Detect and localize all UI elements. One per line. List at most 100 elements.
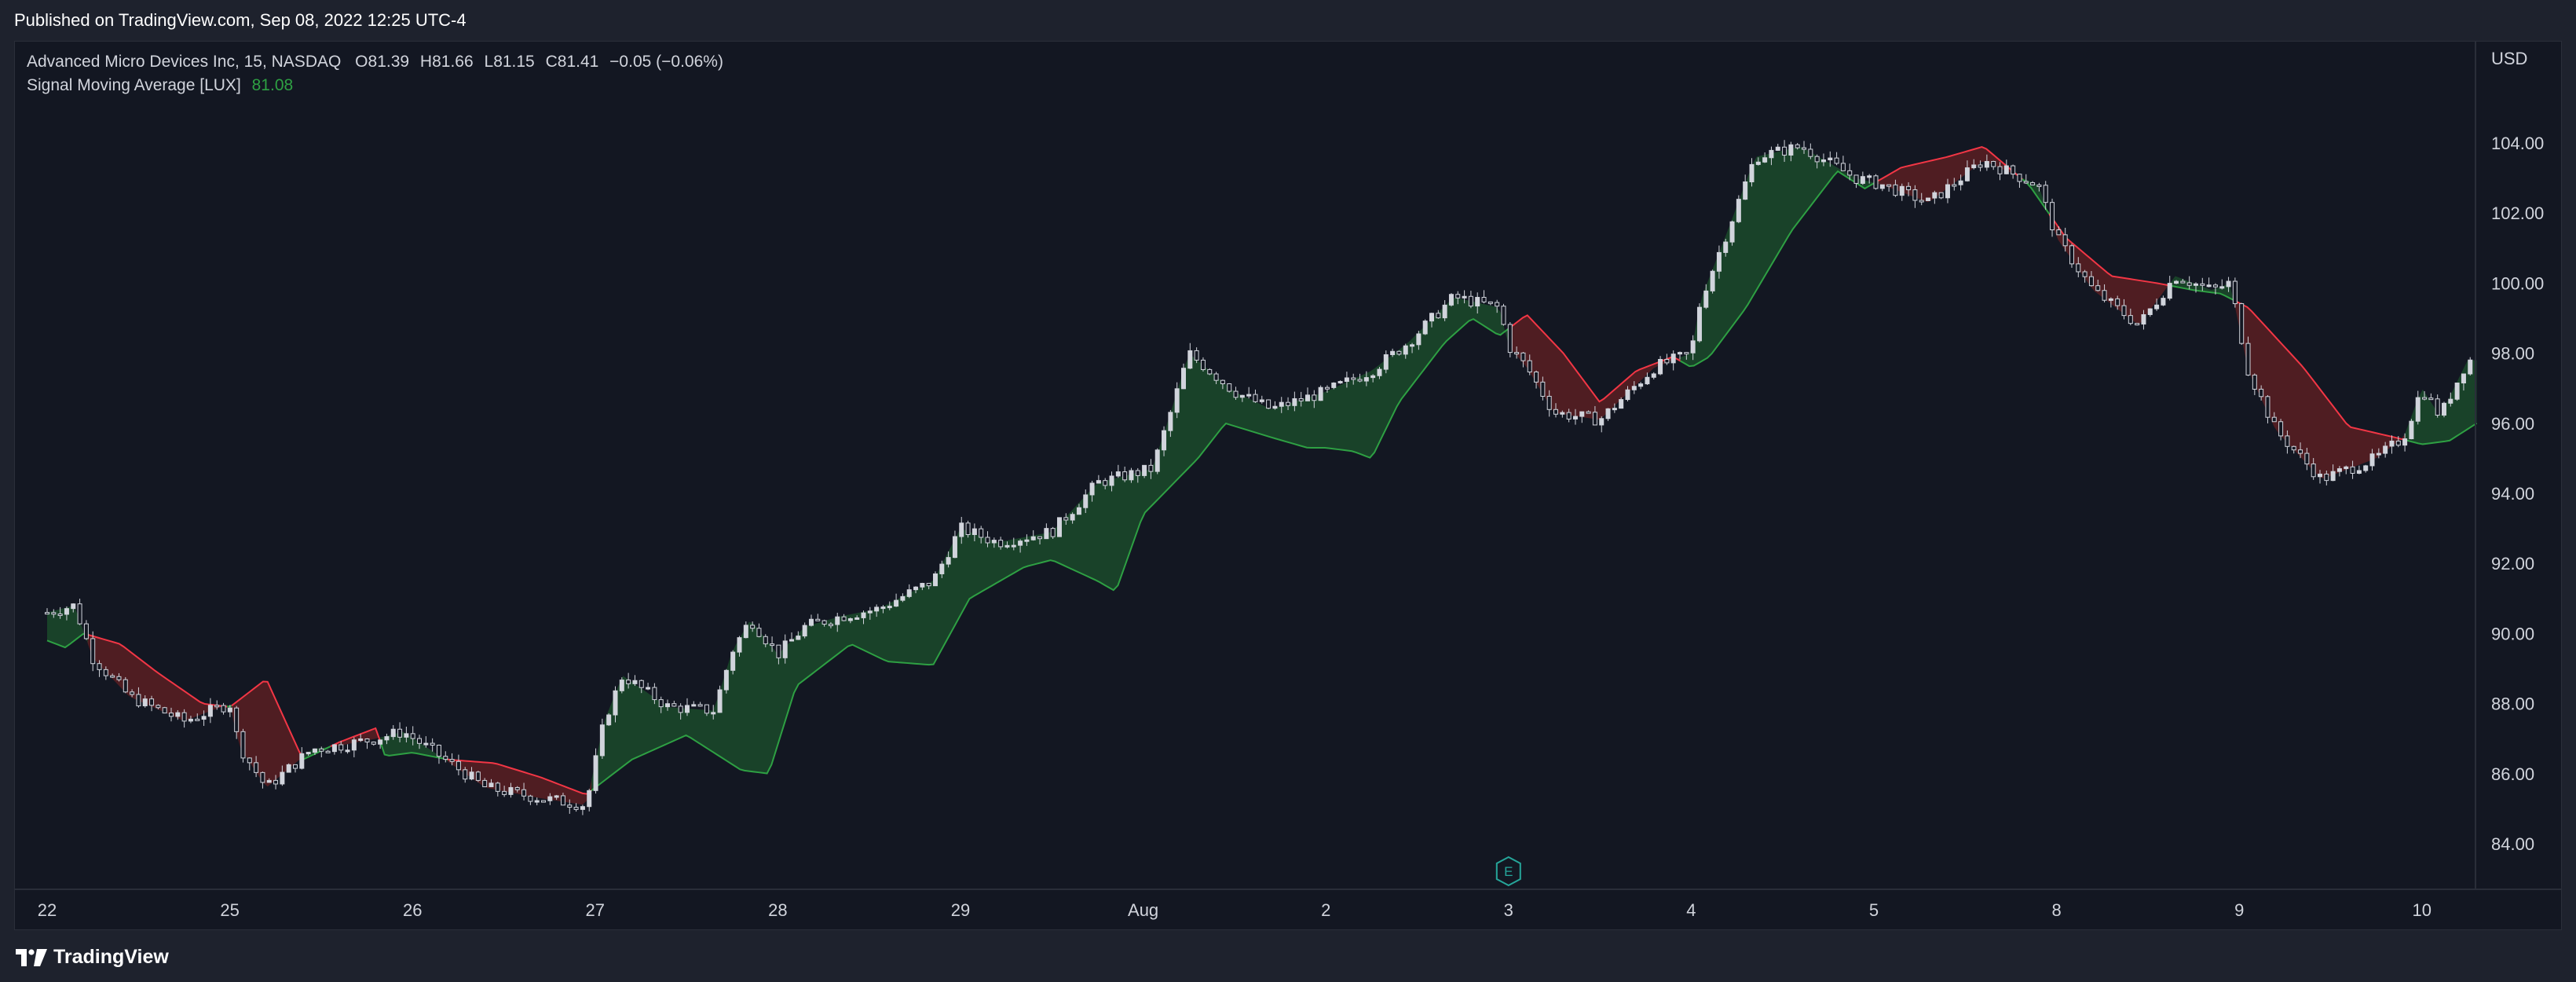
candle-body xyxy=(1873,175,1879,189)
time-tick-label: 28 xyxy=(768,900,787,920)
signal-fill-region xyxy=(591,297,1509,791)
candle-body xyxy=(1997,166,2003,174)
candle-body xyxy=(195,718,200,721)
signal-ma-segment xyxy=(2233,299,2406,441)
candle-body xyxy=(142,698,148,707)
candle-body xyxy=(1279,401,1284,407)
candle-body xyxy=(1802,147,1807,150)
candle-body xyxy=(743,625,748,639)
candle-body xyxy=(1324,387,1330,390)
candle-body xyxy=(1834,157,1839,164)
candle-body xyxy=(1566,412,1572,420)
symbol-legend-row[interactable]: Advanced Micro Devices Inc, 15, NASDAQ O… xyxy=(27,50,723,74)
close-value: 81.41 xyxy=(557,53,599,71)
candle-body xyxy=(1964,167,1970,181)
candle-body xyxy=(410,733,415,739)
time-tick-label: 29 xyxy=(951,900,970,920)
candle-body xyxy=(1286,401,1291,406)
candle-body xyxy=(547,796,553,801)
time-tick-label: 3 xyxy=(1504,900,1513,920)
candle-body xyxy=(730,651,736,671)
candle-body xyxy=(1129,470,1134,481)
candle-body xyxy=(1194,350,1199,361)
candle-body xyxy=(1514,352,1520,355)
candle-body xyxy=(2350,466,2355,474)
high-label: H xyxy=(419,53,433,71)
candle-body xyxy=(1527,360,1532,372)
indicator-value: 81.08 xyxy=(251,76,294,94)
candle-body xyxy=(671,703,677,707)
candle-body xyxy=(1076,507,1081,515)
indicator-legend-row[interactable]: Signal Moving Average [LUX] 81.08 xyxy=(27,74,723,97)
signal-fill-region xyxy=(1509,315,1681,420)
signal-fill-region xyxy=(330,728,380,747)
signal-fill-region xyxy=(87,634,228,720)
time-axis[interactable]: 22 25 26 27 28 29 Aug 2 3 4 5 8 9 10 xyxy=(38,900,2431,920)
candle-body xyxy=(2147,308,2153,315)
candle-body xyxy=(2056,229,2062,236)
signal-ma-segment xyxy=(87,633,228,708)
candle-body xyxy=(1174,388,1180,413)
candle-body xyxy=(1592,412,1597,426)
candle-body xyxy=(541,800,547,803)
candle-body xyxy=(488,782,494,787)
signal-ma-segment xyxy=(1509,314,1681,403)
candle-body xyxy=(1952,184,1957,187)
signal-fill-region xyxy=(2049,214,2172,325)
candle-body xyxy=(1266,399,1272,409)
price-chart[interactable]: 84.00 86.00 88.00 90.00 92.00 94.00 96.00 98.00… xyxy=(14,41,2562,930)
candle-body xyxy=(1729,221,1735,243)
earnings-marker-label: E xyxy=(1504,864,1513,879)
candle-body xyxy=(266,779,272,783)
candle-body xyxy=(1416,333,1422,346)
candle-body xyxy=(188,718,193,722)
price-axis[interactable]: 84.00 86.00 88.00 90.00 92.00 94.00 96.00 98.00… xyxy=(2491,134,2544,854)
time-tick-label: 27 xyxy=(586,900,605,920)
candle-body xyxy=(1775,146,1780,151)
signal-ma-segment xyxy=(303,746,331,760)
price-tick-label: 102.00 xyxy=(2491,203,2544,223)
candle-body xyxy=(2441,402,2446,416)
tradingview-logo[interactable]: TradingView xyxy=(16,946,169,969)
candle-body xyxy=(1991,160,1996,167)
candle-body xyxy=(299,753,305,769)
earnings-event-marker[interactable]: E xyxy=(1495,856,1521,887)
candle-body xyxy=(2193,283,2198,286)
candle-body xyxy=(1475,296,1480,307)
candle-body xyxy=(1984,160,1989,168)
candle-body xyxy=(1840,163,1846,171)
candle-body xyxy=(1468,295,1473,307)
candle-body xyxy=(639,680,644,688)
candle-body xyxy=(534,800,540,803)
candle-body xyxy=(652,687,657,701)
candle-body xyxy=(2017,174,2022,182)
candle-body xyxy=(2369,453,2375,467)
candle-body xyxy=(234,707,240,732)
candle-body xyxy=(2121,305,2127,317)
candle-body xyxy=(280,771,285,785)
candle-body xyxy=(2363,465,2369,471)
chart-panel[interactable] xyxy=(14,41,2562,930)
candle-body xyxy=(508,786,514,795)
candle-body xyxy=(90,638,96,665)
signal-ma-line xyxy=(46,146,2478,795)
candle-body xyxy=(1906,185,1912,191)
candle-body xyxy=(1142,464,1147,476)
candle-body xyxy=(364,738,370,743)
time-tick-label: 4 xyxy=(1686,900,1696,920)
price-tick-label: 88.00 xyxy=(2491,694,2534,714)
candle-body xyxy=(2291,445,2296,451)
candle-body xyxy=(2206,284,2212,288)
candle-body xyxy=(338,744,344,751)
candle-body xyxy=(1403,345,1408,355)
candle-body xyxy=(613,690,618,716)
candle-body xyxy=(646,687,651,690)
candle-body xyxy=(1926,197,1931,201)
candle-body xyxy=(1716,251,1722,272)
candle-body xyxy=(123,679,128,693)
candle-body xyxy=(116,676,122,680)
candle-body xyxy=(97,663,102,670)
candle-body xyxy=(606,714,612,726)
candle-body xyxy=(1645,376,1650,385)
candle-body xyxy=(906,589,912,597)
